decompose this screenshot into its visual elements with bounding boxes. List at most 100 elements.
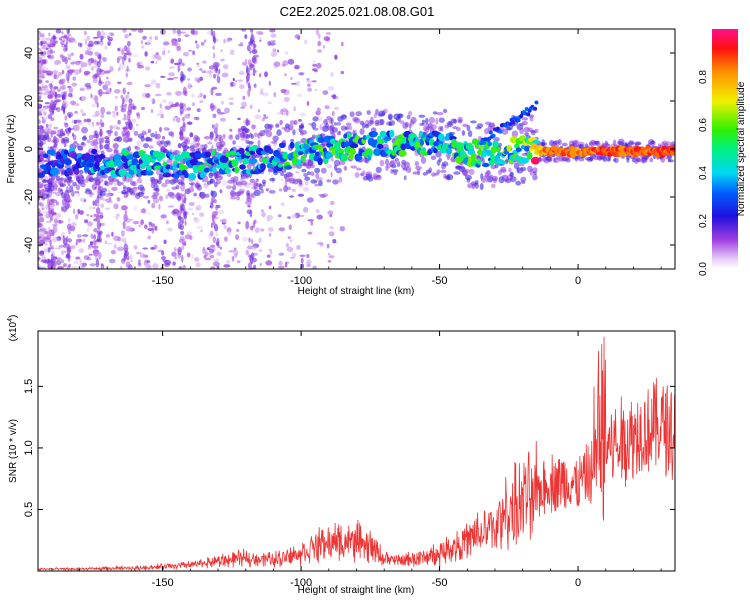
spectrogram-speckle xyxy=(67,217,71,223)
spectrogram-halo xyxy=(287,124,294,131)
spectrogram-speckle xyxy=(196,62,200,65)
spectrogram-speckle xyxy=(38,118,41,124)
spectrogram-speckle xyxy=(219,189,223,194)
spectrogram-halo xyxy=(349,111,355,118)
spectrogram-speckle xyxy=(200,229,203,233)
spectrogram-halo xyxy=(364,124,370,129)
spectrogram-ridge-cell xyxy=(259,163,266,171)
spectrogram-halo xyxy=(213,127,218,135)
spectrogram-speckle xyxy=(195,204,202,211)
spectrogram-halo xyxy=(330,117,334,125)
spectrogram-speckle xyxy=(238,84,245,90)
spectrogram-speckle xyxy=(211,124,215,129)
spectrogram-speckle xyxy=(109,125,114,130)
spectrogram-speckle xyxy=(126,49,129,55)
spectrogram-speckle xyxy=(258,237,262,243)
spectrogram-speckle xyxy=(98,126,103,130)
spectrogram-speckle xyxy=(203,39,207,43)
spectrogram-speckle xyxy=(49,239,52,247)
spectrogram-speckle xyxy=(126,40,131,47)
spectrogram-speckle xyxy=(204,182,207,185)
spectrogram-speckle xyxy=(272,48,277,53)
snr-y-multiplier: (x104) xyxy=(7,315,19,342)
spectrogram-speckle xyxy=(298,72,305,76)
spectrogram-halo xyxy=(161,183,168,188)
spectrogram-ridge-cell xyxy=(325,151,333,159)
spectrogram-speckle xyxy=(104,45,108,50)
spectrogram-speckle xyxy=(209,254,215,259)
spectrogram-speckle xyxy=(181,220,184,224)
spectrogram-speckle xyxy=(81,95,87,102)
spectrogram-speckle xyxy=(71,266,79,269)
spectrogram-speckle xyxy=(116,111,119,116)
spectrogram-ridge-cell xyxy=(373,148,382,157)
spectrogram-speckle xyxy=(209,131,214,139)
spectrogram-speckle xyxy=(89,263,97,267)
spectrogram-speckle xyxy=(129,254,133,259)
spectrogram-halo xyxy=(209,178,216,184)
spectrogram-halo xyxy=(382,108,388,114)
spectrogram-speckle xyxy=(246,190,250,196)
colorbar-gradient xyxy=(712,29,738,269)
spectrogram-speckle xyxy=(165,189,171,192)
spectrogram-speckle xyxy=(178,266,183,269)
spectrogram-speckle xyxy=(80,62,83,69)
spectrogram-speckle xyxy=(63,107,66,115)
spectrogram-halo xyxy=(377,174,381,178)
spectrogram-speckle xyxy=(57,266,64,269)
spectrogram-speckle xyxy=(132,186,140,190)
spectrogram-ridge-cell xyxy=(503,150,510,155)
spectrogram-speckle xyxy=(299,112,306,117)
spectrogram-speckle xyxy=(52,224,58,234)
spectrogram-speckle xyxy=(331,157,334,162)
spectrogram-speckle xyxy=(136,112,140,116)
spectrogram-speckle xyxy=(124,251,129,256)
spectrogram-speckle xyxy=(128,57,131,63)
spectrogram-speckle xyxy=(162,41,170,46)
spectrogram-speckle xyxy=(191,93,195,98)
spectrogram-speckle xyxy=(45,47,49,50)
spectrogram-speckle xyxy=(39,73,45,78)
spectrogram-halo xyxy=(451,158,456,163)
spectrogram-speckle xyxy=(172,261,176,266)
spectrogram-halo xyxy=(463,168,470,173)
spectrogram-ridge-cell xyxy=(225,151,231,158)
spectrogram-halo xyxy=(213,181,218,188)
spectrogram-speckle xyxy=(150,109,154,113)
spectrogram-speckle xyxy=(55,247,61,250)
spectrogram-speckle xyxy=(105,70,112,73)
spectrogram-ridge-cell xyxy=(94,161,100,169)
spectrogram-speckle xyxy=(38,103,43,109)
spectrogram-speckle xyxy=(104,193,111,198)
spectrogram-halo xyxy=(375,108,379,115)
spectrogram-speckle xyxy=(128,98,133,104)
spectrogram-halo xyxy=(387,113,393,121)
spectrogram-speckle xyxy=(139,253,146,258)
spectrogram-speckle xyxy=(223,264,231,268)
colorbar: 0.0 0.2 0.4 0.6 0.8 Normalized spectral ampl… xyxy=(698,29,747,276)
spectrogram-speckle xyxy=(40,259,47,263)
spectrogram-speckle xyxy=(327,260,332,263)
spectrogram-halo xyxy=(94,178,102,186)
spectrogram-halo xyxy=(156,179,162,185)
spectrogram-halo xyxy=(166,158,173,164)
spectrogram-speckle xyxy=(44,127,50,133)
spectrogram-speckle xyxy=(75,60,81,66)
spectrogram-speckle xyxy=(101,33,108,36)
spectrogram-speckle xyxy=(39,227,47,231)
spectrogram-speckle xyxy=(176,117,181,123)
spectrogram-halo xyxy=(405,166,412,174)
spectrogram-speckle xyxy=(79,258,82,265)
spectrogram-speckle xyxy=(86,226,89,232)
spectrogram-speckle xyxy=(279,119,283,126)
spectrogram-halo xyxy=(613,157,619,164)
spectrogram-speckle xyxy=(84,219,89,224)
spectrogram-halo xyxy=(47,184,52,192)
spectrogram-halo xyxy=(179,131,183,135)
spectrogram-speckle xyxy=(55,201,59,206)
spectrogram-halo xyxy=(215,171,220,176)
spectrogram-speckle xyxy=(317,40,322,47)
spectrogram-speckle xyxy=(55,29,62,34)
spectrogram-speckle xyxy=(123,113,127,119)
spectrogram-halo xyxy=(379,118,385,126)
